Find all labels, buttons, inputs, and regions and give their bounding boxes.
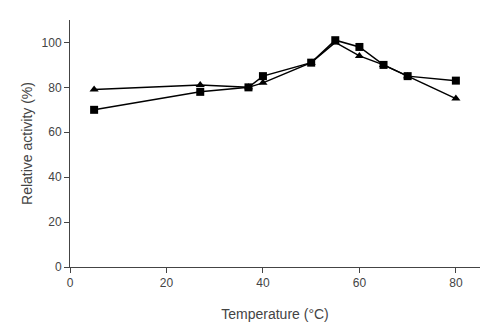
svg-text:80: 80 (449, 276, 463, 290)
svg-text:40: 40 (256, 276, 270, 290)
svg-text:Relative activity (%): Relative activity (%) (19, 82, 35, 205)
svg-text:20: 20 (48, 215, 62, 229)
svg-text:40: 40 (48, 170, 62, 184)
svg-text:0: 0 (67, 276, 74, 290)
svg-text:60: 60 (353, 276, 367, 290)
svg-text:60: 60 (48, 125, 62, 139)
svg-text:100: 100 (42, 36, 62, 50)
svg-text:20: 20 (160, 276, 174, 290)
svg-text:Temperature (°C): Temperature (°C) (221, 306, 329, 322)
svg-text:0: 0 (55, 260, 62, 274)
svg-text:80: 80 (48, 81, 62, 95)
